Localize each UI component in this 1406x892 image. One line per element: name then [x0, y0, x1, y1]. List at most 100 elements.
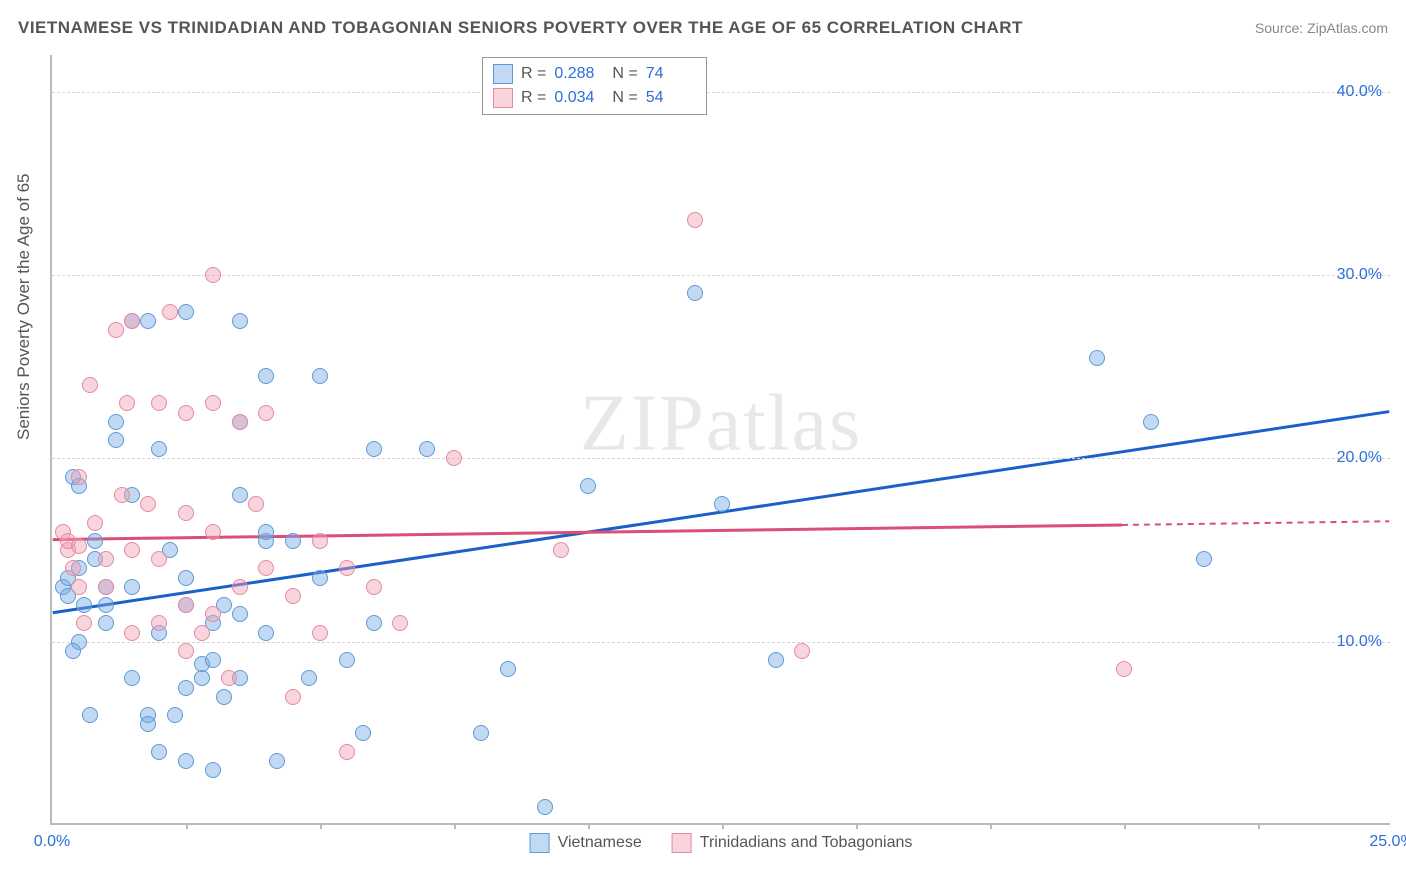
scatter-point — [205, 395, 221, 411]
scatter-point — [687, 285, 703, 301]
scatter-point — [108, 322, 124, 338]
x-tick — [320, 823, 322, 829]
scatter-point — [151, 551, 167, 567]
scatter-point — [151, 615, 167, 631]
y-tick-label: 10.0% — [1337, 633, 1382, 651]
scatter-point — [87, 533, 103, 549]
scatter-point — [473, 725, 489, 741]
grid-line — [52, 92, 1390, 93]
scatter-point — [124, 542, 140, 558]
chart-title: VIETNAMESE VS TRINIDADIAN AND TOBAGONIAN… — [18, 18, 1023, 38]
scatter-point — [580, 478, 596, 494]
trend-lines — [52, 55, 1390, 823]
scatter-point — [87, 515, 103, 531]
scatter-point — [178, 753, 194, 769]
scatter-point — [194, 625, 210, 641]
r-value: 0.034 — [554, 89, 604, 107]
scatter-point — [65, 643, 81, 659]
scatter-point — [312, 533, 328, 549]
grid-line — [52, 275, 1390, 276]
scatter-point — [232, 487, 248, 503]
legend-item: Trinidadians and Tobagonians — [672, 833, 913, 853]
x-tick-label: 0.0% — [34, 833, 70, 851]
scatter-point — [194, 670, 210, 686]
scatter-point — [178, 597, 194, 613]
scatter-point — [98, 597, 114, 613]
watermark: ZIPatlas — [580, 378, 863, 469]
source-label: Source: ZipAtlas.com — [1255, 20, 1388, 36]
scatter-point — [178, 643, 194, 659]
grid-line — [52, 642, 1390, 643]
scatter-point — [205, 606, 221, 622]
scatter-point — [355, 725, 371, 741]
r-label: R = — [521, 89, 546, 107]
x-tick — [722, 823, 724, 829]
scatter-point — [124, 670, 140, 686]
title-bar: VIETNAMESE VS TRINIDADIAN AND TOBAGONIAN… — [18, 18, 1388, 38]
scatter-point — [124, 579, 140, 595]
scatter-point — [124, 313, 140, 329]
scatter-point — [500, 661, 516, 677]
scatter-point — [140, 496, 156, 512]
legend-row: R =0.034N =54 — [493, 86, 696, 110]
scatter-point — [258, 560, 274, 576]
scatter-point — [216, 689, 232, 705]
scatter-point — [114, 487, 130, 503]
scatter-point — [178, 680, 194, 696]
scatter-point — [312, 625, 328, 641]
scatter-point — [82, 707, 98, 723]
scatter-point — [162, 304, 178, 320]
scatter-point — [140, 313, 156, 329]
scatter-point — [339, 652, 355, 668]
scatter-point — [312, 368, 328, 384]
scatter-point — [714, 496, 730, 512]
legend-swatch — [493, 64, 513, 84]
n-value: 74 — [646, 65, 696, 83]
y-tick-label: 30.0% — [1337, 266, 1382, 284]
r-value: 0.288 — [554, 65, 604, 83]
x-tick — [588, 823, 590, 829]
legend-label: Vietnamese — [558, 834, 642, 852]
stats-legend: R =0.288N =74R =0.034N =54 — [482, 57, 707, 115]
scatter-point — [269, 753, 285, 769]
x-tick — [990, 823, 992, 829]
scatter-point — [205, 267, 221, 283]
scatter-point — [537, 799, 553, 815]
scatter-point — [124, 625, 140, 641]
scatter-point — [71, 538, 87, 554]
scatter-point — [339, 744, 355, 760]
scatter-point — [65, 560, 81, 576]
scatter-point — [140, 716, 156, 732]
scatter-point — [339, 560, 355, 576]
scatter-point — [71, 469, 87, 485]
scatter-point — [205, 524, 221, 540]
scatter-point — [366, 615, 382, 631]
legend-item: Vietnamese — [530, 833, 642, 853]
legend-row: R =0.288N =74 — [493, 62, 696, 86]
scatter-point — [1089, 350, 1105, 366]
scatter-point — [1143, 414, 1159, 430]
grid-line — [52, 458, 1390, 459]
scatter-point — [285, 689, 301, 705]
scatter-point — [258, 368, 274, 384]
scatter-point — [151, 441, 167, 457]
y-axis-title: Seniors Poverty Over the Age of 65 — [14, 174, 34, 440]
scatter-point — [446, 450, 462, 466]
scatter-point — [312, 570, 328, 586]
scatter-point — [119, 395, 135, 411]
x-tick — [186, 823, 188, 829]
scatter-point — [108, 432, 124, 448]
scatter-point — [232, 606, 248, 622]
scatter-point — [76, 597, 92, 613]
scatter-point — [232, 313, 248, 329]
scatter-point — [301, 670, 317, 686]
scatter-point — [258, 524, 274, 540]
scatter-point — [285, 533, 301, 549]
scatter-point — [794, 643, 810, 659]
scatter-point — [108, 414, 124, 430]
legend-swatch — [530, 833, 550, 853]
legend-swatch — [493, 88, 513, 108]
scatter-point — [553, 542, 569, 558]
scatter-point — [248, 496, 264, 512]
scatter-point — [392, 615, 408, 631]
